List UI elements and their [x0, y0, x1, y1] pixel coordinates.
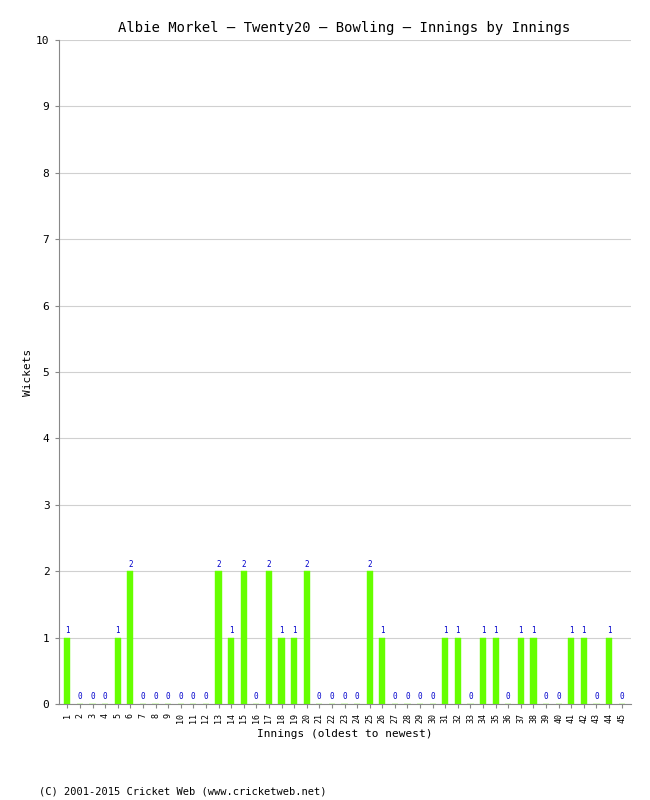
Text: 2: 2	[241, 559, 246, 569]
Text: 1: 1	[481, 626, 486, 635]
Bar	[606, 638, 612, 704]
Text: 2: 2	[216, 559, 221, 569]
Text: 0: 0	[103, 692, 107, 702]
Text: 0: 0	[153, 692, 158, 702]
Bar	[304, 571, 310, 704]
Text: 1: 1	[292, 626, 296, 635]
Bar	[530, 638, 537, 704]
Bar	[442, 638, 448, 704]
Text: 2: 2	[266, 559, 271, 569]
Text: 0: 0	[355, 692, 359, 702]
Text: 1: 1	[606, 626, 612, 635]
Text: 0: 0	[254, 692, 259, 702]
Text: 0: 0	[342, 692, 347, 702]
Text: 0: 0	[166, 692, 170, 702]
Text: 0: 0	[393, 692, 397, 702]
Bar	[568, 638, 575, 704]
Bar	[379, 638, 385, 704]
Text: 0: 0	[191, 692, 196, 702]
Bar	[240, 571, 247, 704]
Text: 1: 1	[569, 626, 573, 635]
Text: 1: 1	[582, 626, 586, 635]
Text: 2: 2	[304, 559, 309, 569]
Y-axis label: Wickets: Wickets	[23, 348, 33, 396]
Title: Albie Morkel – Twenty20 – Bowling – Innings by Innings: Albie Morkel – Twenty20 – Bowling – Inni…	[118, 21, 571, 34]
Bar	[278, 638, 285, 704]
Text: 0: 0	[405, 692, 410, 702]
Text: 1: 1	[229, 626, 233, 635]
Text: 1: 1	[456, 626, 460, 635]
Text: 0: 0	[594, 692, 599, 702]
Text: 0: 0	[619, 692, 624, 702]
Text: 0: 0	[468, 692, 473, 702]
Text: 0: 0	[430, 692, 435, 702]
Bar	[580, 638, 587, 704]
Text: 2: 2	[367, 559, 372, 569]
Text: 1: 1	[443, 626, 448, 635]
Text: 1: 1	[280, 626, 284, 635]
Text: 1: 1	[519, 626, 523, 635]
Text: 0: 0	[506, 692, 511, 702]
Bar	[291, 638, 297, 704]
Bar	[228, 638, 234, 704]
Text: 0: 0	[140, 692, 145, 702]
Text: 0: 0	[178, 692, 183, 702]
Text: 0: 0	[90, 692, 95, 702]
Bar	[367, 571, 373, 704]
Bar	[493, 638, 499, 704]
Text: 0: 0	[203, 692, 208, 702]
Bar	[266, 571, 272, 704]
Bar	[518, 638, 524, 704]
Text: 1: 1	[65, 626, 70, 635]
Text: 1: 1	[116, 626, 120, 635]
Text: 2: 2	[128, 559, 133, 569]
Bar	[480, 638, 486, 704]
Text: 0: 0	[544, 692, 549, 702]
Text: 1: 1	[531, 626, 536, 635]
Text: 0: 0	[556, 692, 561, 702]
Text: 0: 0	[317, 692, 322, 702]
Bar	[64, 638, 70, 704]
Bar	[215, 571, 222, 704]
X-axis label: Innings (oldest to newest): Innings (oldest to newest)	[257, 729, 432, 738]
Text: 0: 0	[418, 692, 422, 702]
Bar	[127, 571, 133, 704]
Bar	[114, 638, 121, 704]
Text: (C) 2001-2015 Cricket Web (www.cricketweb.net): (C) 2001-2015 Cricket Web (www.cricketwe…	[39, 786, 326, 796]
Text: 0: 0	[330, 692, 334, 702]
Bar	[455, 638, 461, 704]
Text: 1: 1	[380, 626, 385, 635]
Text: 0: 0	[77, 692, 83, 702]
Text: 1: 1	[493, 626, 498, 635]
